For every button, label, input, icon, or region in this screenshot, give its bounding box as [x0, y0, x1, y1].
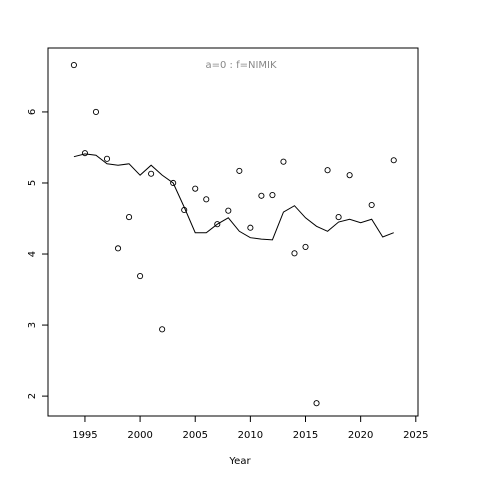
- line: [73, 153, 394, 241]
- point: [236, 167, 243, 174]
- y-tick-label: 6: [27, 109, 38, 115]
- point: [170, 179, 177, 187]
- point: [70, 62, 77, 69]
- point: [103, 155, 111, 162]
- x-tick-label: 1995: [72, 430, 97, 441]
- point: [214, 221, 221, 228]
- x-tick-label: 2020: [348, 430, 373, 441]
- x-tick-label: 2010: [238, 430, 263, 441]
- point: [280, 158, 287, 165]
- y-tick-label: 5: [27, 180, 38, 186]
- x-tick-label: 2005: [183, 430, 208, 441]
- point: [203, 196, 210, 203]
- point: [148, 170, 155, 177]
- y-tick-label: 3: [27, 322, 38, 328]
- point: [346, 172, 353, 179]
- point: [81, 150, 88, 157]
- point: [225, 207, 232, 214]
- point: [159, 326, 166, 333]
- point: [247, 224, 254, 231]
- point: [302, 243, 309, 250]
- point: [313, 400, 320, 407]
- y-tick-label: 4: [27, 251, 38, 257]
- y-tick-label: 2: [27, 393, 38, 399]
- x-axis-label: Year: [228, 456, 251, 467]
- chart-title: a=0 : f=NIMIK: [205, 60, 277, 71]
- x-tick-label: 2000: [127, 430, 152, 441]
- x-tick-label: 2015: [293, 430, 318, 441]
- point: [390, 157, 397, 164]
- point: [291, 250, 298, 257]
- point: [368, 201, 375, 209]
- point: [92, 108, 100, 115]
- point: [137, 272, 144, 280]
- plot-frame: [47, 47, 419, 417]
- point: [192, 185, 199, 192]
- point: [335, 214, 342, 221]
- point: [269, 192, 276, 199]
- x-tick-label: 2025: [403, 430, 428, 441]
- point: [324, 167, 331, 174]
- point: [126, 214, 133, 221]
- point: [114, 245, 122, 252]
- point: [258, 192, 265, 199]
